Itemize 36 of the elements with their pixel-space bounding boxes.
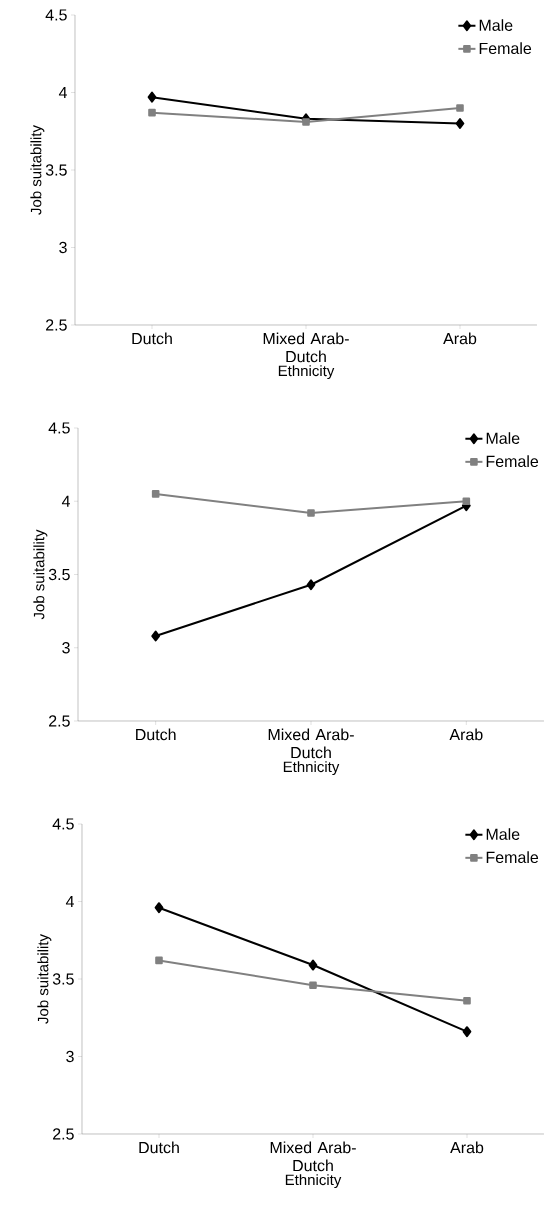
y-tick-label: 2.5: [53, 1128, 74, 1140]
x-tick-label: Mixed Arab-Dutch: [263, 332, 349, 363]
y-tick-label: 3.5: [52, 973, 74, 985]
y-tick-label: 2.5: [49, 715, 70, 727]
legend-label: Male: [486, 828, 520, 840]
y-tick-label: 4.5: [48, 422, 70, 434]
y-tick-label: 4: [58, 87, 67, 99]
legend-label: Male: [486, 432, 520, 444]
y-tick-label: 4.5: [45, 9, 67, 21]
y-axis-title: Job suitability: [37, 934, 52, 1024]
x-tick-label: Dutch: [139, 1141, 179, 1154]
legend-label: Female: [486, 455, 539, 468]
y-tick-label: 3.5: [48, 568, 70, 581]
x-axis-title: Ethnicity: [278, 365, 335, 380]
y-tick-label: 4.5: [52, 818, 74, 830]
y-tick-label: 4: [65, 895, 74, 907]
legend-label: Female: [486, 851, 539, 864]
y-tick-label: 3.5: [45, 164, 67, 176]
y-tick-label: 4: [61, 495, 70, 507]
y-tick-label: 3: [59, 241, 67, 254]
x-tick-label: Mixed Arab-Dutch: [270, 1141, 356, 1172]
y-tick-label: 3: [62, 642, 70, 654]
x-tick-label: Arab: [449, 728, 483, 741]
x-tick-label: Dutch: [136, 728, 176, 741]
x-tick-label: Dutch: [132, 332, 172, 345]
y-tick-label: 3: [66, 1050, 74, 1063]
x-tick-label: Mixed Arab-Dutch: [268, 728, 354, 759]
x-tick-label: Arab: [450, 1141, 484, 1154]
y-tick-label: 2.5: [46, 319, 67, 331]
x-axis-title: Ethnicity: [283, 761, 340, 776]
legend-label: Male: [479, 19, 513, 31]
x-tick-label: Arab: [443, 332, 477, 345]
legend-label: Female: [479, 42, 532, 55]
y-axis-title: Job suitability: [33, 529, 48, 620]
x-axis-title: Ethnicity: [285, 1174, 342, 1189]
y-axis-title: Job suitability: [30, 125, 45, 215]
